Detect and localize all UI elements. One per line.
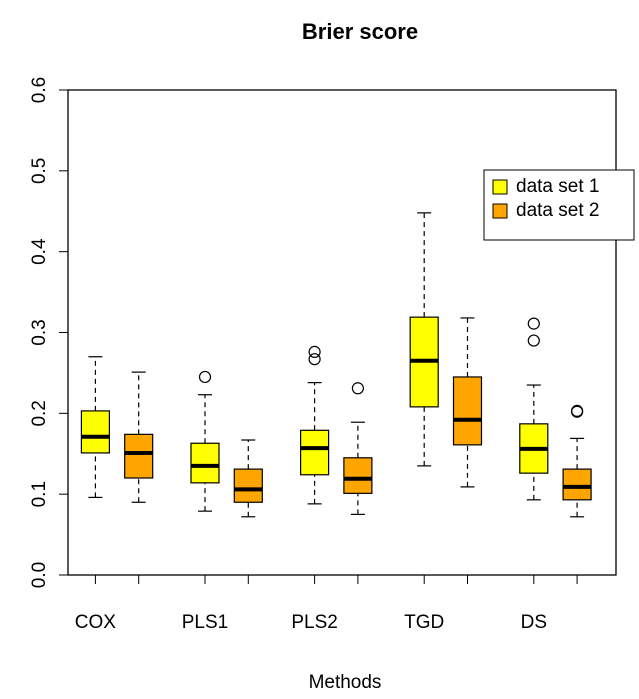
plot-frame	[67, 89, 617, 576]
box	[233, 468, 263, 503]
outlier	[308, 345, 321, 358]
outlier	[527, 334, 540, 347]
box	[452, 376, 483, 446]
y-tick-label: 0.1	[29, 481, 50, 507]
x-tick-label: PLS2	[291, 612, 337, 633]
y-tick-label: 0.5	[29, 158, 50, 184]
x-tick-label: TGD	[404, 612, 444, 633]
outlier	[198, 370, 212, 384]
x-tick-label: DS	[521, 612, 547, 633]
y-tick-label: 0.0	[29, 562, 50, 588]
y-tick-label: 0.6	[29, 77, 50, 103]
box	[562, 468, 592, 501]
box	[80, 410, 111, 454]
outlier	[570, 405, 584, 418]
x-tick-label: PLS1	[182, 612, 228, 633]
outlier	[351, 382, 364, 395]
y-tick-label: 0.2	[29, 400, 50, 426]
legend-swatch	[492, 203, 508, 219]
chart-title: Brier score	[302, 19, 418, 44]
y-tick-label: 0.3	[29, 319, 50, 345]
box	[300, 429, 330, 476]
legend-label: data set 2	[516, 200, 599, 221]
outlier	[308, 353, 321, 366]
y-tick-label: 0.4	[29, 238, 50, 265]
box	[124, 433, 154, 479]
box	[190, 442, 220, 484]
outlier	[527, 317, 540, 330]
box	[343, 457, 373, 494]
legend-label: data set 1	[516, 176, 599, 197]
x-tick-label: COX	[75, 612, 117, 633]
legend-box	[483, 169, 635, 241]
x-axis-label: Methods	[309, 672, 382, 693]
legend-swatch	[492, 179, 508, 195]
